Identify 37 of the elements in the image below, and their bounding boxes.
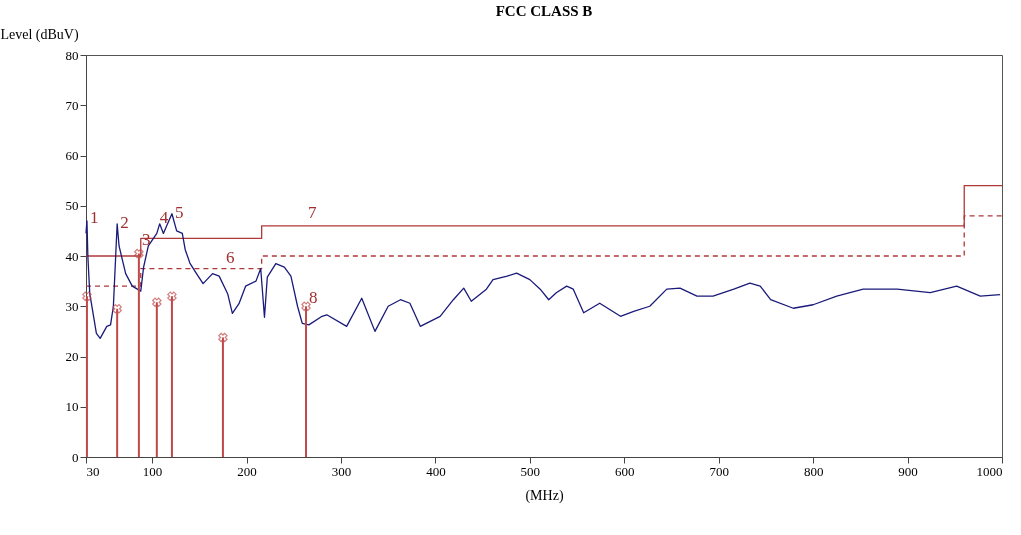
chart-title: FCC CLASS B: [495, 3, 593, 19]
y-tick-label: 30: [65, 298, 79, 314]
point: [152, 297, 162, 307]
annotation: 5: [174, 202, 184, 222]
y-tick-label: 20: [65, 349, 79, 364]
y-tick-label: 40: [65, 248, 79, 264]
y-tick-label: 70: [65, 97, 79, 113]
annotation: 7: [308, 202, 318, 222]
x-tick-label: 100: [142, 463, 163, 479]
point: [218, 332, 228, 343]
x-tick-label: 900: [898, 463, 918, 479]
annotation: 6: [225, 248, 235, 268]
annotation: 8: [309, 288, 318, 308]
y-tick-label: 0: [72, 449, 79, 465]
x-tick-label: 700: [709, 463, 729, 479]
y-tick-label: 60: [65, 148, 79, 163]
annotation: 2: [120, 212, 129, 232]
x-tick-label: 500: [520, 463, 541, 479]
y-tick-label: 80: [65, 47, 79, 63]
point: [134, 248, 144, 259]
x-tick-label: 600: [615, 463, 635, 479]
x-tick-label: 400: [426, 463, 446, 479]
x-tick-label: 1000: [976, 463, 1003, 479]
x-tick-label: 800: [803, 463, 824, 479]
annotation: 4: [159, 207, 169, 227]
point: [167, 291, 177, 301]
point: [112, 304, 122, 314]
x-tick-label: 200: [237, 463, 257, 479]
point: [301, 301, 311, 311]
point: [82, 291, 92, 301]
y-tick-label: 10: [65, 399, 79, 415]
y-tick-label: 50: [65, 198, 79, 214]
x-axis-title: (MHz): [525, 487, 564, 504]
annotation: 1: [89, 207, 99, 227]
y-axis-title: Level (dBuV): [0, 26, 79, 43]
x-tick-label: 300: [331, 463, 352, 479]
x-tick-label: 30: [86, 463, 100, 479]
